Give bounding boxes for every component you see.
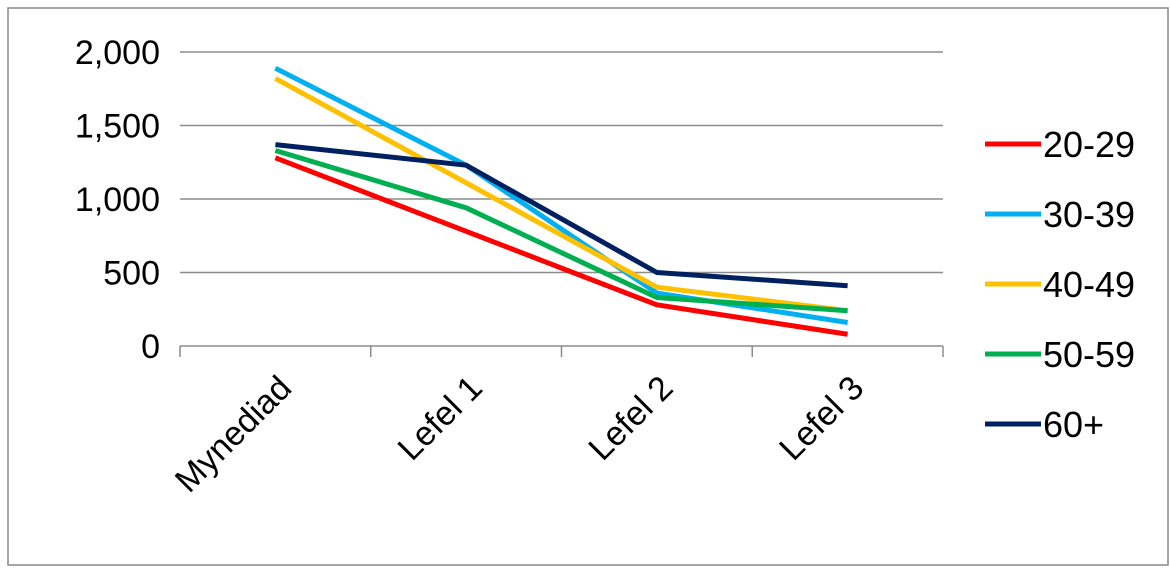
legend-label: 60+ <box>1043 404 1104 445</box>
series-line-2 <box>274 65 849 325</box>
gridlines <box>180 51 943 274</box>
y-tick-label: 1,500 <box>75 108 160 146</box>
y-tick-label: 1,000 <box>75 181 160 219</box>
legend-item: 40-49 <box>985 264 1135 305</box>
series-line-4 <box>274 148 848 314</box>
series-line-5 <box>275 142 848 289</box>
legend-label: 30-39 <box>1043 194 1135 235</box>
y-tick-label: 2,000 <box>75 34 160 72</box>
legend: 20-29 30-39 40-49 50-59 60+ <box>985 124 1135 445</box>
legend-item: 20-29 <box>985 124 1135 165</box>
series-line-3 <box>274 76 848 314</box>
y-tick-label: 500 <box>103 255 160 293</box>
series-lines <box>274 65 849 337</box>
legend-label: 50-59 <box>1043 334 1135 375</box>
legend-item: 30-39 <box>985 194 1135 235</box>
series-line-1 <box>274 155 849 337</box>
legend-label: 40-49 <box>1043 264 1135 305</box>
legend-label: 20-29 <box>1043 124 1135 165</box>
legend-item: 60+ <box>985 404 1104 445</box>
y-tick-label: 0 <box>141 328 160 366</box>
chart-border <box>7 7 1169 566</box>
legend-item: 50-59 <box>985 334 1135 375</box>
